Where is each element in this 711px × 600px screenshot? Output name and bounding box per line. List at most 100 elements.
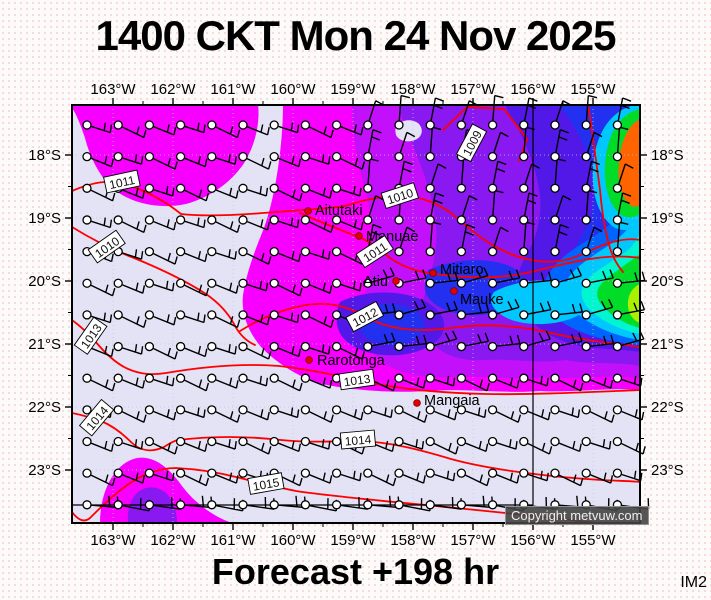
- wind-station-circle: [144, 151, 155, 162]
- lon-label-bottom: 163°W: [90, 532, 136, 549]
- model-tag: IM2: [680, 574, 707, 591]
- wind-station-circle: [487, 183, 498, 193]
- svg-text:1015: 1015: [252, 475, 281, 493]
- wind-station-circle: [175, 500, 186, 510]
- copyright-badge: Copyright metvuw.com: [505, 506, 649, 525]
- wind-station-circle: [519, 151, 529, 162]
- wind-station-circle: [82, 500, 92, 510]
- wind-station-circle: [300, 468, 311, 478]
- wind-station-circle: [207, 341, 217, 352]
- wind-station-circle: [238, 500, 248, 510]
- wind-station-circle: [331, 436, 342, 447]
- wind-station-circle: [207, 436, 217, 447]
- wind-station-circle: [487, 436, 498, 447]
- lon-label-bottom: 161°W: [210, 532, 256, 549]
- wind-station-circle: [550, 215, 560, 225]
- wind-station-circle: [269, 373, 279, 383]
- map-border: [71, 104, 641, 524]
- isobar-line: [587, 105, 624, 273]
- wind-station-circle: [175, 120, 186, 130]
- wind-station-circle: [550, 373, 560, 383]
- wind-station-circle: [519, 468, 529, 478]
- island-label-atiu: Atiu: [363, 274, 388, 290]
- wind-station-circle: [144, 215, 155, 225]
- lat-label-left: 18°S: [28, 147, 61, 164]
- wind-station-circle: [581, 436, 591, 447]
- wind-station-circle: [175, 436, 186, 447]
- lat-label-right: 18°S: [651, 147, 684, 164]
- wind-station-circle: [550, 405, 560, 415]
- wind-station-circle: [456, 278, 467, 288]
- wind-station-circle: [363, 278, 373, 288]
- wind-station-circle: [144, 436, 155, 447]
- lon-label-top: 160°W: [270, 81, 316, 98]
- isobar-line: [72, 412, 640, 483]
- wind-station-circle: [550, 151, 560, 162]
- isobar-label-1013: 1013: [338, 368, 376, 391]
- wind-station-circle: [144, 373, 155, 383]
- wind-station-circle: [612, 151, 623, 162]
- wind-station-circle: [113, 215, 123, 225]
- wind-station-circle: [269, 183, 279, 193]
- island-dot-manuae: [355, 232, 363, 240]
- wind-station-circle: [207, 120, 217, 130]
- island-label-rarotonga: Rarotonga: [317, 353, 386, 369]
- island-label-mauke: Mauke: [460, 292, 504, 308]
- wind-station-circle: [456, 120, 467, 130]
- wind-station-circle: [175, 405, 186, 415]
- wind-station-circle: [269, 405, 279, 415]
- wind-station-circle: [300, 183, 311, 193]
- lon-label-bottom: 155°W: [570, 532, 616, 549]
- wind-station-circle: [363, 215, 373, 225]
- wind-station-circle: [612, 120, 623, 130]
- wind-station-circle: [144, 341, 155, 352]
- lon-label-top: 158°W: [390, 81, 436, 98]
- wind-station-circle: [300, 151, 311, 162]
- wind-station-circle: [300, 436, 311, 447]
- wind-station-circle: [456, 468, 467, 478]
- wind-station-circle: [394, 468, 404, 478]
- wind-station-circle: [612, 246, 623, 257]
- wind-station-circle: [207, 215, 217, 225]
- wind-station-circle: [425, 436, 435, 447]
- lon-label-top: 161°W: [210, 81, 256, 98]
- wind-station-circle: [300, 246, 311, 257]
- wind-station-circle: [175, 151, 186, 162]
- wind-station-circle: [487, 310, 498, 320]
- isobar-label-1015: 1015: [247, 472, 285, 495]
- wind-station-circle: [487, 373, 498, 383]
- forecast-hour-label: Forecast +198 hr: [211, 551, 500, 592]
- wind-station-circle: [425, 246, 435, 257]
- wind-station-circle: [550, 341, 560, 352]
- wind-station-circle: [82, 215, 92, 225]
- wind-station-circle: [113, 500, 123, 510]
- wind-station-circle: [363, 405, 373, 415]
- axis-labels-layer: 163°W 163°W 162°W 162°W 161°W 161°W 160°W 160°W…: [28, 81, 683, 549]
- wind-station-circle: [175, 341, 186, 352]
- wind-station-circle: [113, 468, 123, 478]
- wind-station-circle: [394, 436, 404, 447]
- wind-station-circle: [331, 183, 342, 193]
- wind-station-circle: [550, 310, 560, 320]
- wind-station-circle: [581, 151, 591, 162]
- chart-title: 1400 CKT Mon 24 Nov 2025: [95, 12, 617, 59]
- wind-station-circle: [394, 246, 404, 257]
- wind-station-circle: [331, 310, 342, 320]
- wind-station-circle: [612, 183, 623, 193]
- lat-label-right: 19°S: [651, 210, 684, 227]
- island-dot-atiu: [392, 277, 400, 285]
- wind-station-circle: [394, 341, 404, 352]
- wind-station-circle: [519, 405, 529, 415]
- wind-station-circle: [550, 246, 560, 257]
- lon-label-bottom: 159°W: [330, 532, 376, 549]
- wind-station-circle: [144, 405, 155, 415]
- lat-label-left: 23°S: [28, 462, 61, 479]
- wind-station-circle: [456, 183, 467, 193]
- wind-station-circle: [238, 215, 248, 225]
- island-dot-rarotonga: [305, 356, 313, 364]
- wind-station-circle: [269, 310, 279, 320]
- wind-station-circle: [456, 341, 467, 352]
- lon-label-bottom: 162°W: [150, 532, 196, 549]
- wind-station-circle: [207, 246, 217, 257]
- wind-station-circle: [519, 183, 529, 193]
